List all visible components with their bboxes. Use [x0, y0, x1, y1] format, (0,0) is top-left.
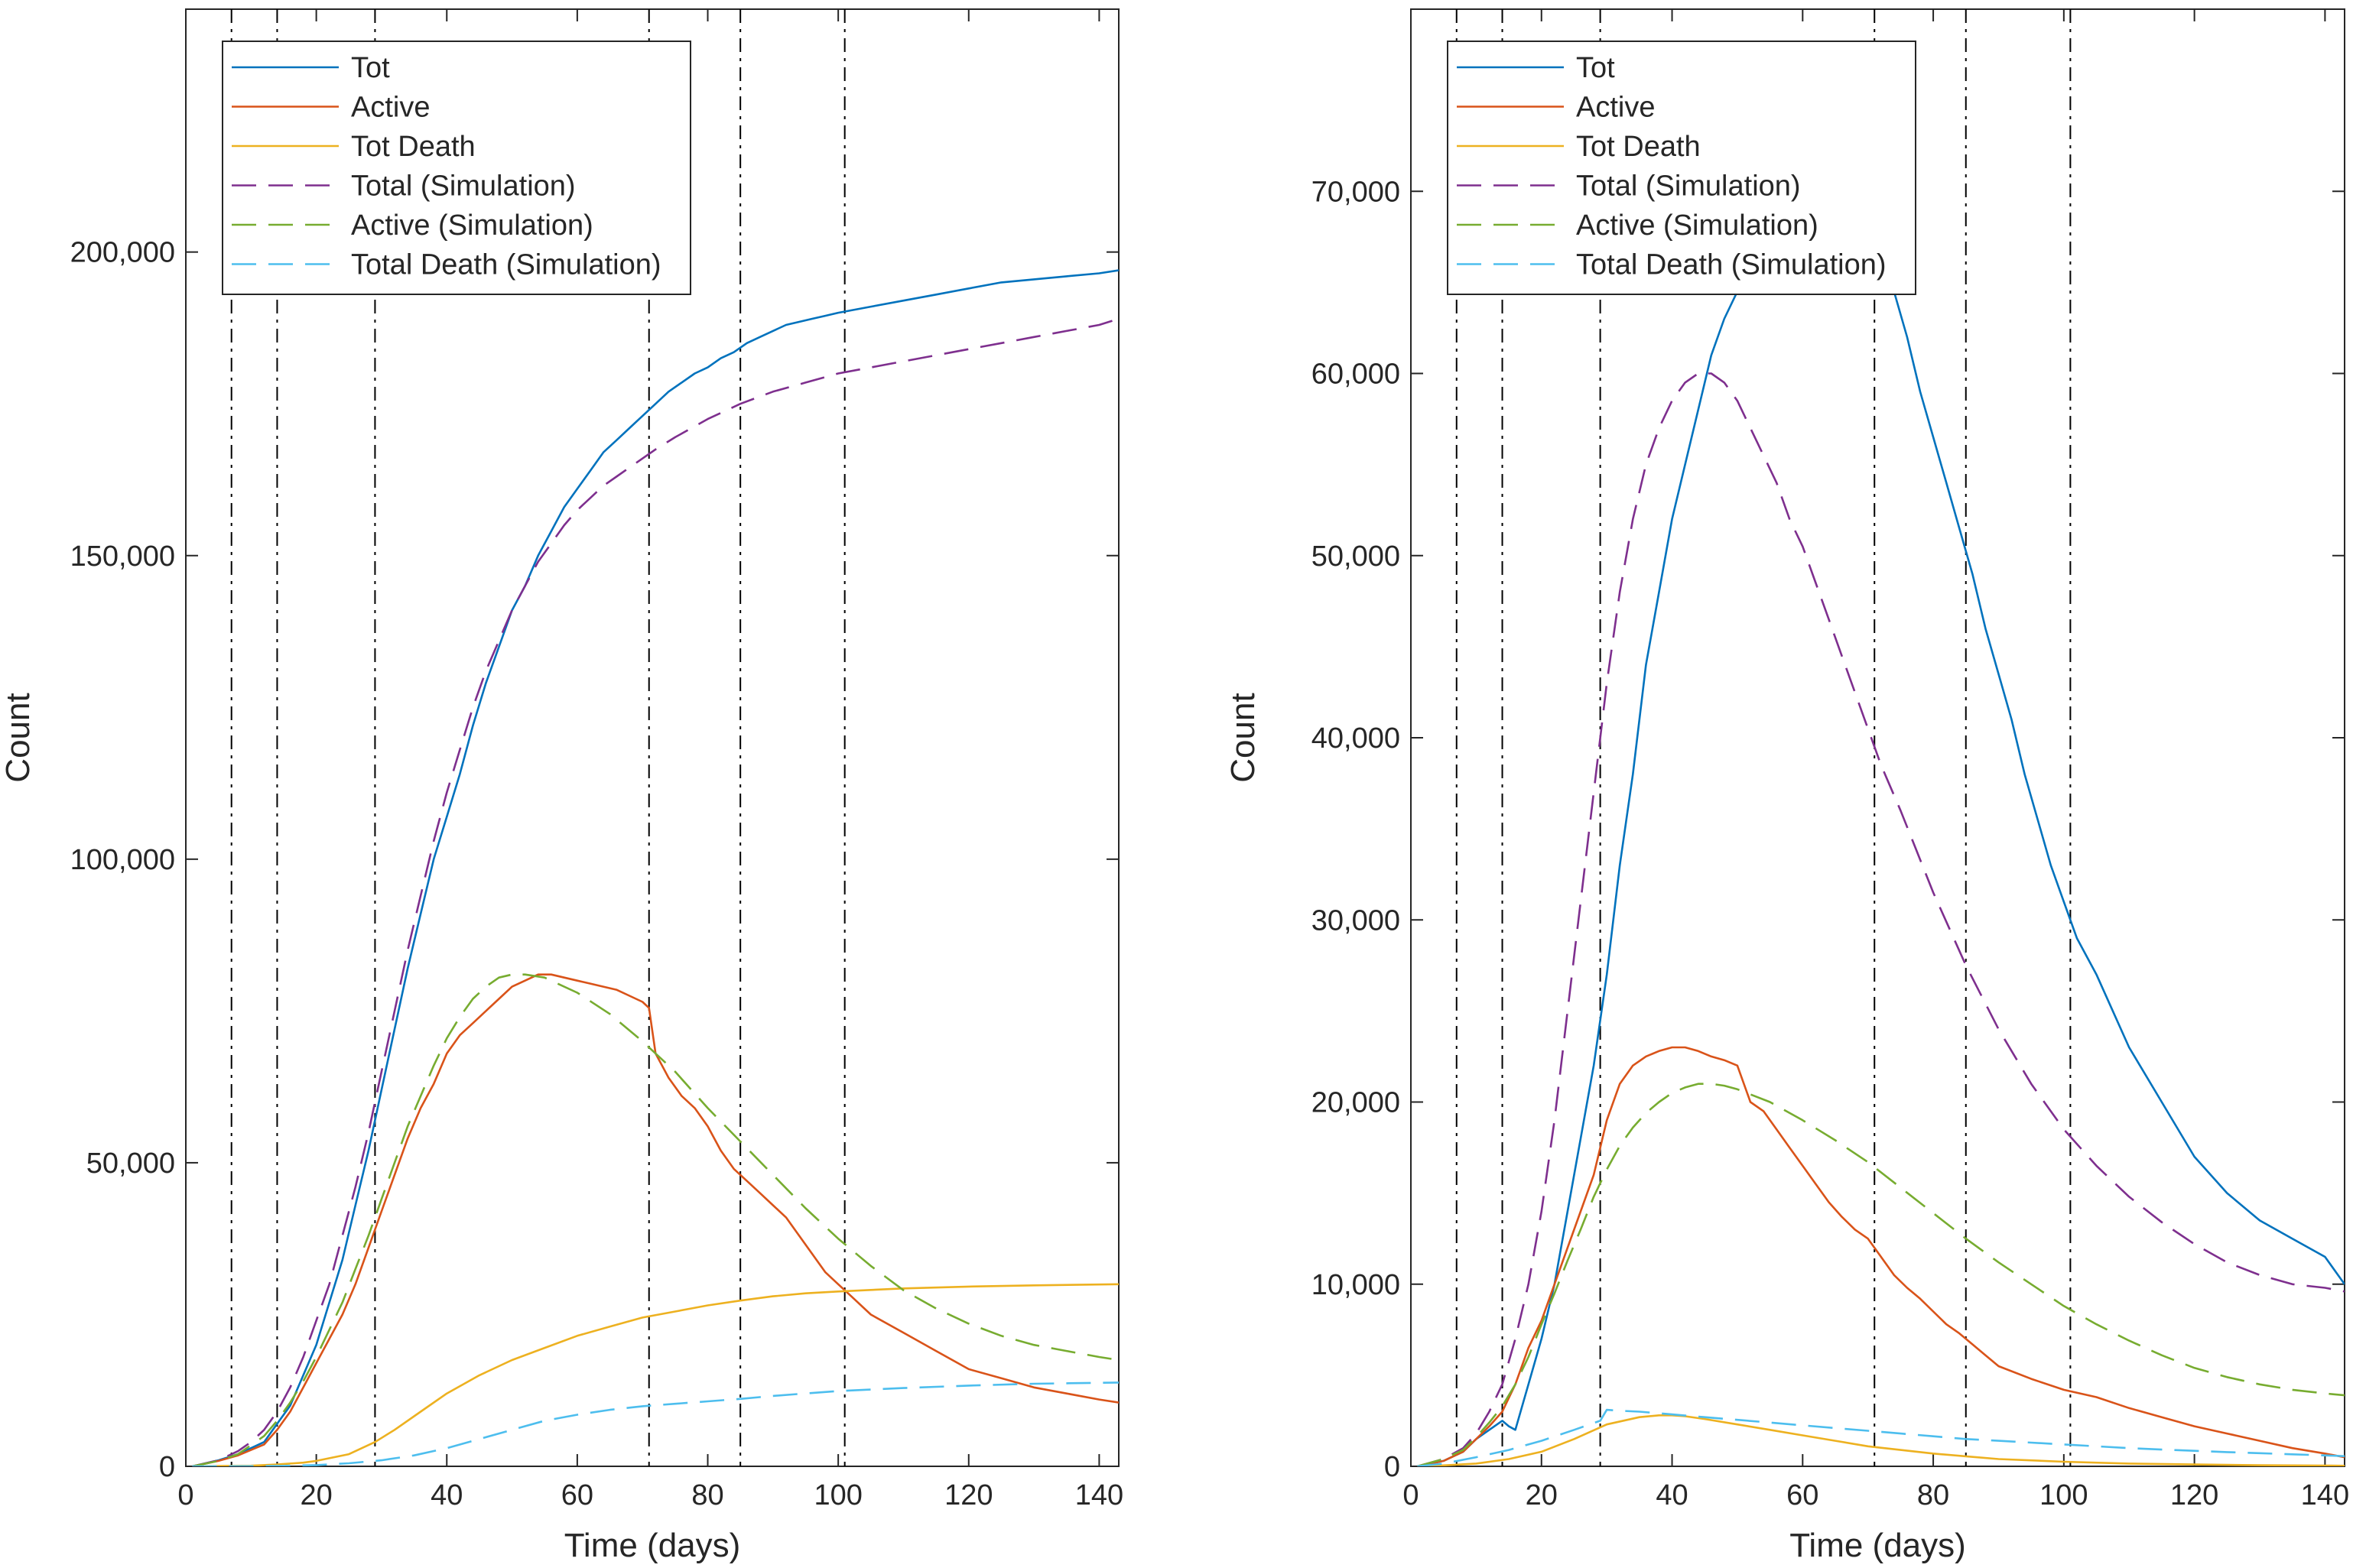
legend-label: Tot	[351, 52, 390, 84]
legend-label: Tot	[1576, 52, 1615, 84]
series-active	[1417, 1046, 2345, 1466]
y-tick-label: 100,000	[70, 844, 175, 876]
x-axis-label: Time (days)	[564, 1527, 741, 1564]
series-active-sim	[1417, 1083, 2345, 1466]
series-tot	[192, 269, 1119, 1466]
y-tick-label: 30,000	[1311, 904, 1400, 937]
x-tick-label: 100	[2039, 1479, 2088, 1511]
legend-label: Active (Simulation)	[351, 209, 593, 242]
x-tick-label: 120	[2170, 1479, 2218, 1511]
y-tick-label: 60,000	[1311, 359, 1400, 391]
legend-label: Tot Death	[1576, 131, 1701, 163]
x-tick-label: 120	[944, 1479, 993, 1511]
x-tick-label: 60	[1786, 1479, 1818, 1511]
series-active	[192, 973, 1119, 1466]
x-tick-label: 60	[561, 1479, 593, 1511]
legend-label: Total (Simulation)	[351, 170, 576, 203]
x-tick-label: 0	[177, 1479, 193, 1511]
chart-panel-1: 0 20 40 60 80 100 120 140 0 50,000 100,000 150,000 2…	[0, 8, 1123, 1564]
series-total-sim	[1417, 372, 2345, 1466]
x-tick-label: 80	[1917, 1479, 1949, 1511]
y-tick-label: 70,000	[1311, 176, 1400, 208]
legend: Tot Active Tot Death Total (Simulation) Acti…	[1447, 41, 1916, 295]
series-death-sim	[192, 1381, 1119, 1466]
y-tick-label: 50,000	[86, 1148, 175, 1180]
legend-label: Tot Death	[351, 131, 476, 163]
x-tick-label: 100	[814, 1479, 862, 1511]
legend-label: Total Death (Simulation)	[351, 249, 661, 281]
legend-box	[222, 41, 691, 295]
y-tick-label: 40,000	[1311, 722, 1400, 755]
series-death-sim	[1417, 1408, 2345, 1466]
y-axis-label: Count	[0, 693, 37, 782]
x-tick-label: 140	[1075, 1479, 1123, 1511]
series-group	[192, 269, 1119, 1466]
y-tick-label: 0	[1384, 1451, 1400, 1483]
y-tick-label: 50,000	[1311, 541, 1400, 573]
legend-label: Total (Simulation)	[1576, 170, 1801, 203]
x-tick-label: 140	[2301, 1479, 2349, 1511]
x-tick-label: 20	[300, 1479, 332, 1511]
legend-box	[1447, 41, 1916, 295]
legend-label: Active	[351, 92, 430, 124]
x-tick-label: 40	[431, 1479, 463, 1511]
series-tot-death	[1417, 1414, 2345, 1466]
series-tot-death	[192, 1283, 1119, 1466]
x-tick-label: 0	[1402, 1479, 1419, 1511]
y-tick-label: 20,000	[1311, 1087, 1400, 1119]
y-tick-label: 0	[159, 1451, 175, 1483]
x-tick-label: 20	[1526, 1479, 1558, 1511]
series-active-sim	[192, 973, 1119, 1466]
chart-panel-2: 0 20 40 60 80 100 120 140 0 10,000 20,000 30,000 40,…	[1224, 8, 2349, 1564]
y-axis-label: Count	[1224, 693, 1262, 782]
y-tick-label: 150,000	[70, 541, 175, 573]
x-axis-label: Time (days)	[1789, 1527, 1966, 1564]
legend-label: Active	[1576, 92, 1655, 124]
y-tick-label: 200,000	[70, 237, 175, 269]
x-tick-label: 40	[1656, 1479, 1688, 1511]
legend: Tot Active Tot Death Total (Simulation) Acti…	[222, 41, 691, 295]
legend-label: Total Death (Simulation)	[1576, 249, 1887, 281]
y-tick-label: 10,000	[1311, 1269, 1400, 1301]
x-tick-label: 80	[691, 1479, 723, 1511]
legend-label: Active (Simulation)	[1576, 209, 1818, 242]
